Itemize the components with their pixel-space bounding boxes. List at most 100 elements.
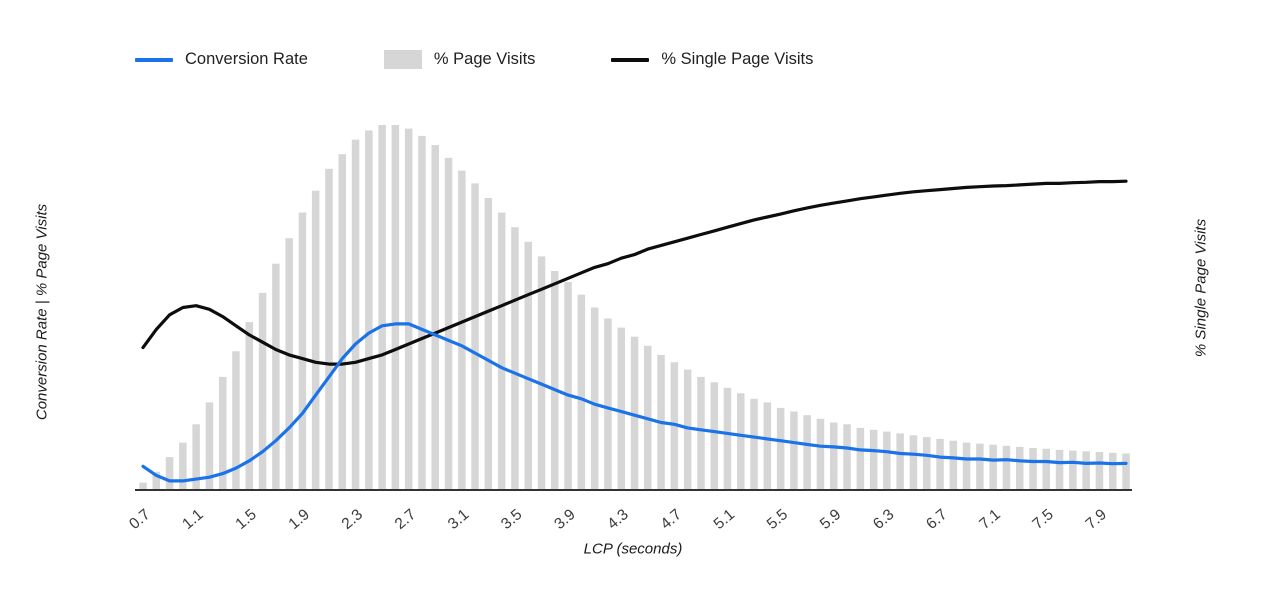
x-tick-label: 7.5	[1029, 506, 1056, 533]
page-visits-bar	[551, 271, 559, 490]
page-visits-bar	[497, 212, 506, 490]
page-visits-bar	[1122, 453, 1130, 490]
legend-item-page-visits: % Page Visits	[383, 50, 536, 69]
page-visits-bar	[803, 415, 811, 490]
page-visits-bar	[245, 322, 253, 490]
page-visits-bar-swatch	[383, 50, 422, 69]
page-visits-bar	[404, 128, 413, 490]
x-tick-label: 0.7	[126, 506, 153, 533]
page-visits-bar	[989, 444, 997, 490]
x-tick-label: 3.1	[445, 506, 472, 533]
page-visits-bar	[351, 139, 360, 490]
page-visits-bar	[670, 362, 679, 491]
y-axis-right-title: % Single Page Visits	[1192, 218, 1210, 358]
page-visits-bar	[723, 387, 732, 490]
page-visits-bar	[577, 294, 586, 490]
page-visits-bar	[219, 376, 227, 490]
page-visits-bar	[391, 125, 400, 490]
page-visits-bar	[365, 130, 373, 490]
page-visits-bar	[298, 212, 307, 490]
page-visits-bar	[165, 457, 174, 490]
page-visits-bar	[856, 427, 865, 490]
page-visits-bar	[1055, 449, 1064, 490]
x-tick-label: 1.1	[179, 506, 206, 533]
x-tick-label: 3.5	[498, 506, 525, 533]
page-visits-bar	[431, 145, 439, 490]
page-visits-bar	[311, 190, 320, 490]
x-tick-label: 3.9	[551, 506, 578, 533]
page-visits-bar	[962, 442, 971, 490]
page-visits-bar	[139, 482, 147, 490]
page-visits-bar	[511, 227, 519, 490]
single-page-visits-line-swatch	[611, 57, 650, 62]
chart-legend: Conversion Rate % Page Visits % Single P…	[135, 50, 813, 69]
page-visits-bar	[258, 292, 267, 490]
page-visits-bar	[179, 442, 187, 490]
legend-label-single-page-visits: % Single Page Visits	[661, 50, 814, 68]
page-visits-bar	[869, 429, 878, 490]
page-visits-bar	[338, 154, 346, 490]
page-visits-bar	[232, 351, 240, 490]
x-tick-label: 5.1	[711, 506, 738, 533]
page-visits-bar	[763, 402, 772, 490]
page-visits-bar	[285, 238, 293, 490]
x-tick-label: 4.3	[604, 506, 631, 533]
page-visits-bar	[1029, 448, 1037, 490]
single-page-visits-line	[141, 179, 1128, 366]
page-visits-bar	[976, 443, 984, 490]
page-visits-bar	[896, 433, 904, 490]
page-visits-bar	[484, 198, 493, 490]
page-visits-bar	[737, 393, 745, 490]
page-visits-bar	[537, 256, 546, 490]
page-visits-bar	[418, 135, 426, 490]
page-visits-bar	[1109, 452, 1117, 490]
page-visits-bar	[617, 327, 625, 490]
page-visits-bar	[1042, 448, 1050, 490]
page-visits-bar	[471, 183, 479, 490]
legend-item-single-page-visits: % Single Page Visits	[611, 50, 813, 69]
x-tick-label: 2.7	[392, 506, 419, 533]
page-visits-bar	[1016, 446, 1024, 490]
page-visits-bar	[444, 157, 453, 491]
legend-item-conversion-rate: Conversion Rate	[135, 50, 308, 69]
x-tick-label: 4.7	[658, 506, 685, 533]
page-visits-bar	[378, 125, 386, 490]
x-tick-label: 6.3	[870, 506, 897, 533]
conversion-rate-line	[141, 322, 1128, 483]
conversion-rate-line-swatch	[135, 57, 173, 62]
x-tick-label: 2.3	[339, 506, 366, 533]
legend-label-page-visits: % Page Visits	[433, 50, 536, 68]
page-visits-bar	[909, 435, 918, 491]
page-visits-bar	[843, 424, 851, 490]
x-axis-title: LCP (seconds)	[583, 540, 683, 558]
page-visits-bar	[524, 241, 532, 490]
page-visits-bar	[1069, 450, 1077, 490]
page-visits-bar	[152, 471, 160, 491]
x-tick-label: 5.5	[764, 506, 791, 533]
page-visits-bar	[883, 431, 891, 490]
page-visits-bar	[458, 170, 466, 490]
page-visits-bar	[697, 376, 705, 490]
page-visits-bar	[923, 437, 931, 490]
page-visits-bar	[683, 369, 692, 490]
y-axis-left-title: Conversion Rate | % Page Visits	[33, 203, 51, 421]
page-visits-bar	[564, 282, 572, 490]
page-visits-bar	[205, 402, 214, 490]
x-tick-label: 5.9	[817, 506, 844, 533]
page-visits-bar	[1002, 445, 1011, 490]
page-visits-bar	[750, 398, 758, 491]
x-tick-label: 1.5	[232, 506, 259, 533]
page-visits-bar	[949, 440, 958, 490]
page-visits-bar	[192, 424, 200, 490]
page-visits-bar	[630, 336, 639, 490]
page-visits-bar	[604, 318, 612, 490]
page-visits-bar	[776, 407, 785, 490]
page-visits-bar	[1082, 451, 1090, 490]
page-visits-bar	[1095, 452, 1104, 490]
page-visits-bar	[272, 263, 280, 490]
legend-label-conversion-rate: Conversion Rate	[185, 50, 308, 68]
x-tick-label: 1.9	[286, 506, 313, 533]
x-tick-label: 7.9	[1083, 506, 1110, 533]
